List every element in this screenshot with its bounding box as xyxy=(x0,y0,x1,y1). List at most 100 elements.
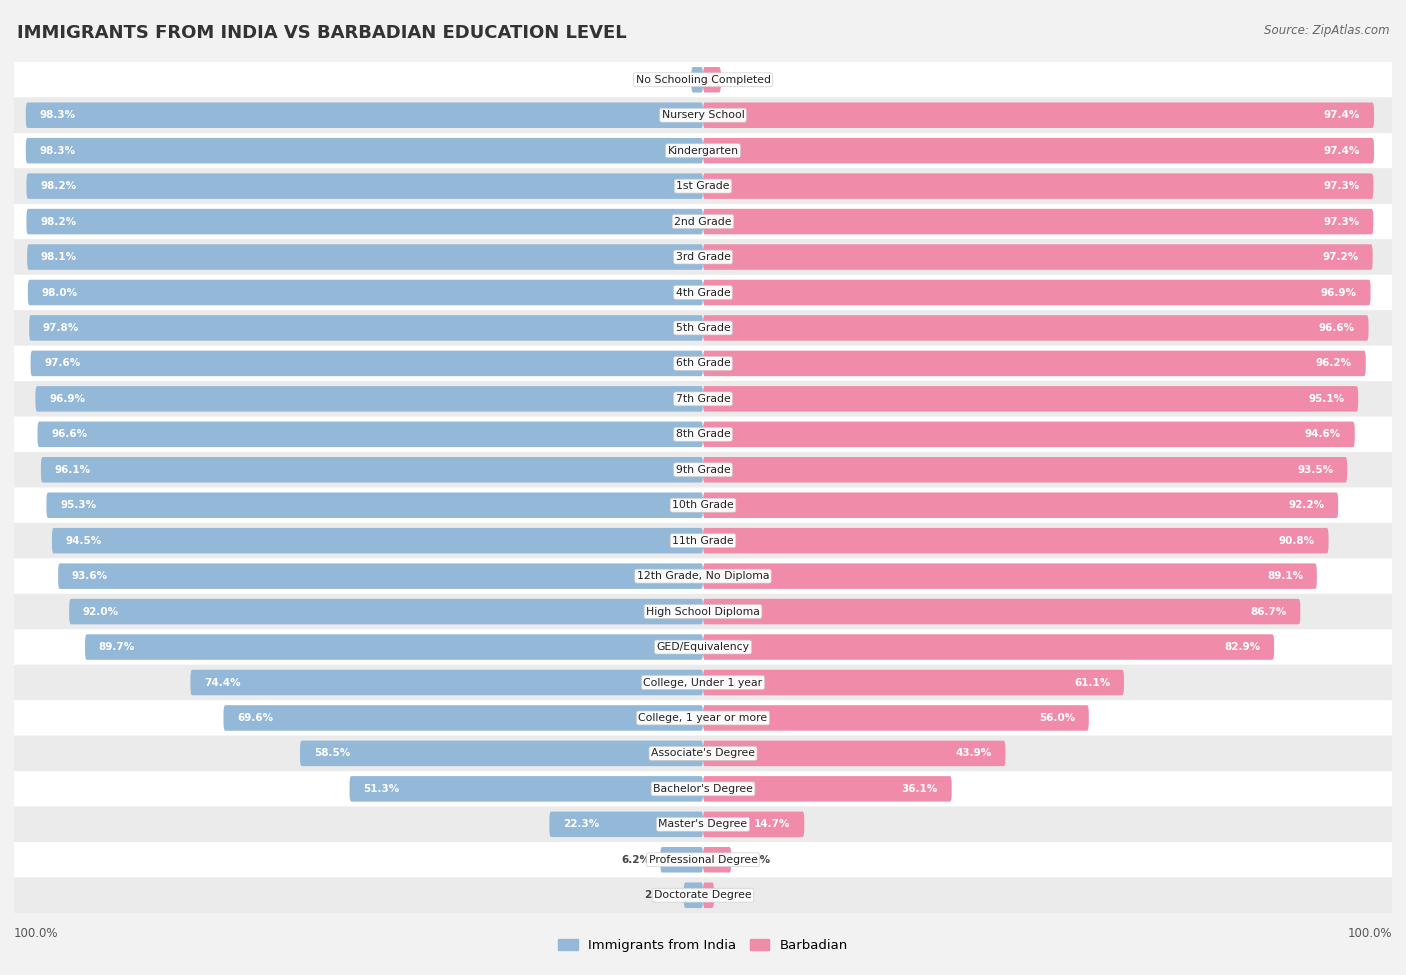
Text: 93.5%: 93.5% xyxy=(1298,465,1333,475)
FancyBboxPatch shape xyxy=(27,174,703,199)
Text: 100.0%: 100.0% xyxy=(14,927,59,940)
Text: 1.6%: 1.6% xyxy=(724,890,754,900)
FancyBboxPatch shape xyxy=(14,842,1392,878)
FancyBboxPatch shape xyxy=(14,98,1392,133)
Text: College, Under 1 year: College, Under 1 year xyxy=(644,678,762,687)
Text: 6th Grade: 6th Grade xyxy=(676,359,730,369)
FancyBboxPatch shape xyxy=(58,564,703,589)
FancyBboxPatch shape xyxy=(703,315,1368,340)
Text: 95.3%: 95.3% xyxy=(60,500,97,510)
Text: 98.0%: 98.0% xyxy=(42,288,77,297)
Text: 36.1%: 36.1% xyxy=(901,784,938,794)
FancyBboxPatch shape xyxy=(703,599,1301,624)
FancyBboxPatch shape xyxy=(41,457,703,483)
FancyBboxPatch shape xyxy=(14,665,1392,700)
FancyBboxPatch shape xyxy=(28,280,703,305)
FancyBboxPatch shape xyxy=(703,137,1374,164)
Text: High School Diploma: High School Diploma xyxy=(647,606,759,616)
FancyBboxPatch shape xyxy=(14,488,1392,523)
FancyBboxPatch shape xyxy=(703,421,1355,448)
FancyBboxPatch shape xyxy=(703,741,1005,766)
Text: 61.1%: 61.1% xyxy=(1074,678,1111,687)
FancyBboxPatch shape xyxy=(703,705,1088,730)
Text: 97.3%: 97.3% xyxy=(1323,181,1360,191)
Text: 56.0%: 56.0% xyxy=(1039,713,1076,722)
FancyBboxPatch shape xyxy=(14,62,1392,98)
Text: 96.9%: 96.9% xyxy=(49,394,86,404)
FancyBboxPatch shape xyxy=(69,599,703,624)
Text: Master's Degree: Master's Degree xyxy=(658,819,748,830)
FancyBboxPatch shape xyxy=(703,882,714,908)
FancyBboxPatch shape xyxy=(30,315,703,340)
Text: 95.1%: 95.1% xyxy=(1308,394,1344,404)
Text: 1.7%: 1.7% xyxy=(652,75,681,85)
Text: 69.6%: 69.6% xyxy=(238,713,273,722)
FancyBboxPatch shape xyxy=(14,594,1392,629)
Text: Bachelor's Degree: Bachelor's Degree xyxy=(652,784,754,794)
Text: 2.8%: 2.8% xyxy=(644,890,673,900)
FancyBboxPatch shape xyxy=(14,700,1392,736)
FancyBboxPatch shape xyxy=(46,492,703,518)
Text: 89.1%: 89.1% xyxy=(1267,571,1303,581)
Text: 89.7%: 89.7% xyxy=(98,643,135,652)
FancyBboxPatch shape xyxy=(683,882,703,908)
Text: Professional Degree: Professional Degree xyxy=(648,855,758,865)
Text: 74.4%: 74.4% xyxy=(204,678,240,687)
Text: 86.7%: 86.7% xyxy=(1250,606,1286,616)
FancyBboxPatch shape xyxy=(27,209,703,234)
Text: 94.5%: 94.5% xyxy=(66,535,103,546)
Text: GED/Equivalency: GED/Equivalency xyxy=(657,643,749,652)
FancyBboxPatch shape xyxy=(14,275,1392,310)
Text: 6.2%: 6.2% xyxy=(621,855,650,865)
Text: 97.4%: 97.4% xyxy=(1324,110,1360,120)
FancyBboxPatch shape xyxy=(703,386,1358,411)
Text: 92.0%: 92.0% xyxy=(83,606,120,616)
FancyBboxPatch shape xyxy=(14,310,1392,346)
FancyBboxPatch shape xyxy=(14,204,1392,239)
Text: 98.2%: 98.2% xyxy=(41,216,76,226)
FancyBboxPatch shape xyxy=(703,847,731,873)
Text: 8th Grade: 8th Grade xyxy=(676,429,730,440)
Text: 11th Grade: 11th Grade xyxy=(672,535,734,546)
Text: 96.1%: 96.1% xyxy=(55,465,91,475)
Text: 82.9%: 82.9% xyxy=(1225,643,1260,652)
Text: Source: ZipAtlas.com: Source: ZipAtlas.com xyxy=(1264,24,1389,37)
Text: 58.5%: 58.5% xyxy=(314,749,350,759)
FancyBboxPatch shape xyxy=(14,771,1392,806)
Text: 43.9%: 43.9% xyxy=(956,749,991,759)
FancyBboxPatch shape xyxy=(703,635,1274,660)
FancyBboxPatch shape xyxy=(703,492,1339,518)
Text: 90.8%: 90.8% xyxy=(1278,535,1315,546)
FancyBboxPatch shape xyxy=(14,523,1392,559)
Text: 97.4%: 97.4% xyxy=(1324,145,1360,156)
FancyBboxPatch shape xyxy=(224,705,703,730)
Text: 22.3%: 22.3% xyxy=(564,819,599,830)
FancyBboxPatch shape xyxy=(350,776,703,801)
FancyBboxPatch shape xyxy=(14,878,1392,913)
Text: 3rd Grade: 3rd Grade xyxy=(675,253,731,262)
FancyBboxPatch shape xyxy=(703,527,1329,554)
FancyBboxPatch shape xyxy=(27,245,703,270)
FancyBboxPatch shape xyxy=(14,169,1392,204)
Text: 10th Grade: 10th Grade xyxy=(672,500,734,510)
FancyBboxPatch shape xyxy=(703,280,1371,305)
Text: 97.3%: 97.3% xyxy=(1323,216,1360,226)
Text: Kindergarten: Kindergarten xyxy=(668,145,738,156)
Text: 1st Grade: 1st Grade xyxy=(676,181,730,191)
Text: 4th Grade: 4th Grade xyxy=(676,288,730,297)
FancyBboxPatch shape xyxy=(14,452,1392,488)
Text: No Schooling Completed: No Schooling Completed xyxy=(636,75,770,85)
Text: 98.1%: 98.1% xyxy=(41,253,77,262)
Text: 93.6%: 93.6% xyxy=(72,571,108,581)
Legend: Immigrants from India, Barbadian: Immigrants from India, Barbadian xyxy=(553,933,853,957)
FancyBboxPatch shape xyxy=(703,351,1365,376)
FancyBboxPatch shape xyxy=(14,416,1392,452)
Text: 100.0%: 100.0% xyxy=(1347,927,1392,940)
Text: 96.6%: 96.6% xyxy=(51,429,87,440)
FancyBboxPatch shape xyxy=(38,421,703,448)
FancyBboxPatch shape xyxy=(692,67,703,93)
FancyBboxPatch shape xyxy=(703,670,1123,695)
Text: 4.1%: 4.1% xyxy=(741,855,770,865)
FancyBboxPatch shape xyxy=(703,457,1347,483)
FancyBboxPatch shape xyxy=(35,386,703,411)
